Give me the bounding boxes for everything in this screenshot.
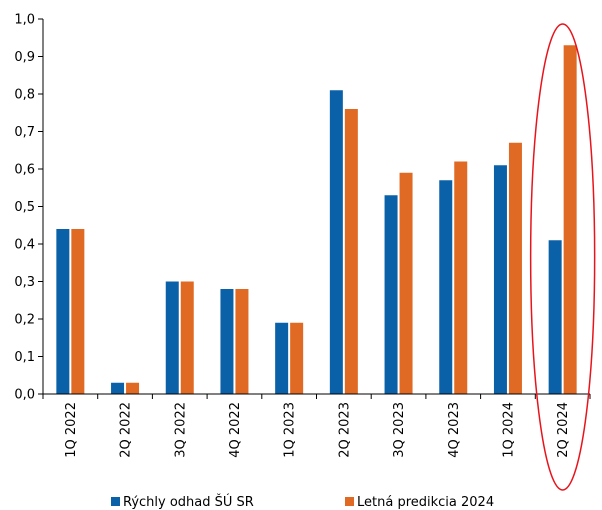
bar-series-2-2Q-2022 [126, 382, 140, 394]
bar-series-1-1Q-2022 [56, 229, 70, 394]
x-axis: 1Q 2022 2Q 2022 3Q 2022 4Q 2022 1Q 2023 2Q 20… [42, 393, 591, 458]
y-tick-label: 0,9 [14, 50, 35, 65]
bar-series-1-3Q-2023 [384, 195, 398, 394]
y-tick-label: 0,1 [14, 350, 35, 365]
bar-series-1-2Q-2024 [548, 240, 562, 394]
x-tick-label: 1Q 2024 [501, 402, 516, 458]
y-tick-label: 0,0 [14, 388, 35, 403]
legend-swatch-1 [111, 497, 120, 506]
y-tick-label: 0,3 [14, 275, 35, 290]
legend-label-2: Letná predikcia 2024 [357, 495, 494, 510]
highlight-ellipse-shape [529, 23, 596, 491]
bar-series-2-4Q-2022 [235, 289, 249, 394]
bar-series-1-1Q-2024 [493, 165, 507, 394]
x-tick-label: 4Q 2023 [447, 402, 462, 458]
highlight-ellipse [529, 23, 596, 491]
legend-label-1: Rýchly odhad ŠÚ SR [123, 494, 254, 510]
x-tick-label: 1Q 2022 [64, 402, 79, 458]
bar-series-2-1Q-2022 [71, 229, 85, 394]
bar-series-1-1Q-2023 [275, 322, 289, 394]
bar-series-1-2Q-2023 [329, 90, 343, 394]
bar-series-2-4Q-2023 [454, 161, 468, 394]
bar-series-2-1Q-2024 [508, 142, 522, 394]
y-tick-label: 0,6 [14, 163, 35, 178]
bar-series-2-3Q-2022 [180, 281, 194, 394]
x-tick-label: 3Q 2022 [173, 402, 188, 458]
y-tick-label: 0,4 [14, 238, 35, 253]
bar-series-2-3Q-2023 [399, 172, 413, 394]
y-tick-label: 0,7 [14, 125, 35, 140]
y-tick-label: 0,2 [14, 313, 35, 328]
x-tick-label: 2Q 2024 [556, 402, 571, 458]
x-tick-label: 2Q 2022 [119, 402, 134, 458]
y-tick-label: 1,0 [14, 13, 35, 28]
y-tick-label: 0,8 [14, 88, 35, 103]
bar-series-2-2Q-2024 [563, 45, 577, 394]
legend: Rýchly odhad ŠÚ SR Letná predikcia 2024 [111, 494, 494, 510]
x-tick-label: 3Q 2023 [392, 402, 407, 458]
legend-swatch-2 [345, 497, 354, 506]
bar-series-1-4Q-2023 [439, 180, 453, 394]
bar-series-2-2Q-2023 [344, 109, 358, 394]
bar-series-1-2Q-2022 [111, 382, 125, 394]
bars [56, 45, 577, 394]
x-tick-label: 4Q 2022 [228, 402, 243, 458]
bar-series-1-4Q-2022 [220, 289, 234, 394]
x-tick-label: 1Q 2023 [283, 402, 298, 458]
bar-series-1-3Q-2022 [165, 281, 179, 394]
bar-series-2-1Q-2023 [290, 322, 304, 394]
y-axis: 0,0 0,1 0,2 0,3 0,4 0,5 0,6 0,7 0,8 0,9 1,0 [14, 13, 44, 403]
y-tick-label: 0,5 [14, 200, 35, 215]
x-tick-label: 2Q 2023 [337, 402, 352, 458]
